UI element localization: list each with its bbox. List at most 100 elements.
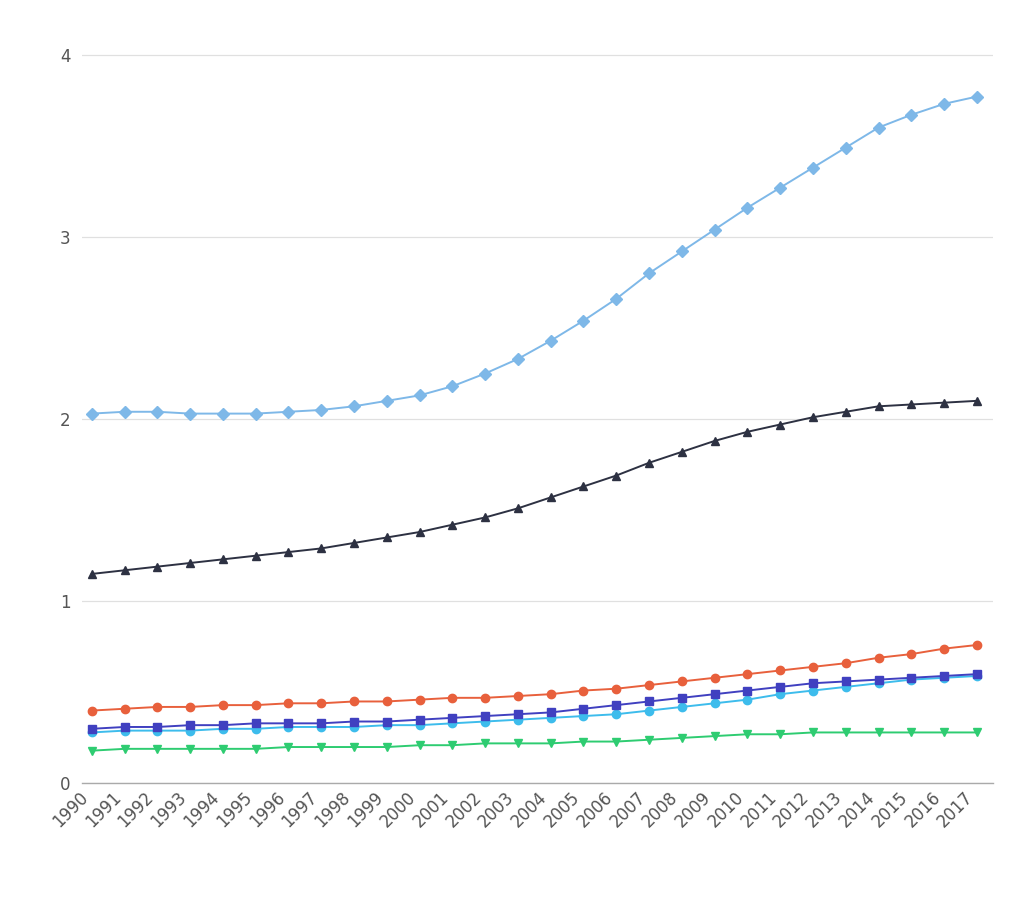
5-14 xyxy=(709,689,721,700)
70+ xyxy=(840,142,852,153)
15-29 xyxy=(774,689,786,700)
15-29 xyxy=(807,685,819,696)
30-49 xyxy=(676,676,688,687)
30-49 xyxy=(578,685,590,696)
50-69 xyxy=(479,512,492,523)
5-14 xyxy=(840,676,852,687)
30-49 xyxy=(184,701,197,712)
15-29 xyxy=(152,725,164,736)
15-29 xyxy=(479,716,492,727)
5-14 xyxy=(774,681,786,692)
5-14 xyxy=(938,670,950,681)
50-69 xyxy=(446,519,459,530)
5-14 xyxy=(971,669,983,680)
30-49 xyxy=(283,698,295,709)
30-49 xyxy=(446,692,459,703)
5-14 xyxy=(545,707,557,718)
50-69 xyxy=(184,558,197,568)
5-14 xyxy=(512,709,524,720)
15-29 xyxy=(971,670,983,681)
5-14 xyxy=(610,700,623,711)
0-4 xyxy=(807,727,819,738)
0-4 xyxy=(381,742,393,752)
70+ xyxy=(807,162,819,173)
0-4 xyxy=(774,729,786,740)
50-69 xyxy=(86,568,98,579)
15-29 xyxy=(381,720,393,731)
50-69 xyxy=(545,492,557,503)
70+ xyxy=(381,395,393,406)
0-4 xyxy=(840,727,852,738)
70+ xyxy=(971,91,983,102)
30-49 xyxy=(905,649,918,660)
15-29 xyxy=(184,725,197,736)
5-14 xyxy=(119,722,131,732)
5-14 xyxy=(381,716,393,727)
0-4 xyxy=(348,742,360,752)
5-14 xyxy=(217,720,229,731)
50-69 xyxy=(872,401,885,412)
70+ xyxy=(283,406,295,417)
50-69 xyxy=(119,565,131,576)
15-29 xyxy=(709,698,721,709)
70+ xyxy=(938,98,950,109)
50-69 xyxy=(840,406,852,417)
70+ xyxy=(119,406,131,417)
0-4 xyxy=(512,738,524,749)
Line: 5-14: 5-14 xyxy=(88,670,981,733)
5-14 xyxy=(741,685,754,696)
50-69 xyxy=(152,561,164,572)
30-49 xyxy=(348,696,360,707)
30-49 xyxy=(709,672,721,683)
Line: 30-49: 30-49 xyxy=(88,640,981,715)
5-14 xyxy=(643,696,655,707)
30-49 xyxy=(512,691,524,701)
30-49 xyxy=(86,705,98,716)
0-4 xyxy=(905,727,918,738)
15-29 xyxy=(119,725,131,736)
30-49 xyxy=(971,640,983,650)
50-69 xyxy=(676,446,688,457)
70+ xyxy=(610,293,623,304)
0-4 xyxy=(709,731,721,742)
5-14 xyxy=(578,703,590,714)
15-29 xyxy=(315,722,328,732)
50-69 xyxy=(709,435,721,446)
70+ xyxy=(741,202,754,213)
15-29 xyxy=(545,712,557,723)
0-4 xyxy=(119,743,131,754)
70+ xyxy=(217,408,229,419)
5-14 xyxy=(414,714,426,725)
50-69 xyxy=(643,457,655,468)
0-4 xyxy=(938,727,950,738)
50-69 xyxy=(250,550,262,561)
50-69 xyxy=(610,470,623,481)
5-14 xyxy=(446,712,459,723)
15-29 xyxy=(840,681,852,692)
50-69 xyxy=(512,503,524,514)
50-69 xyxy=(381,532,393,543)
0-4 xyxy=(217,743,229,754)
50-69 xyxy=(774,419,786,430)
Line: 0-4: 0-4 xyxy=(88,728,981,755)
5-14 xyxy=(872,674,885,685)
15-29 xyxy=(741,694,754,705)
Line: 15-29: 15-29 xyxy=(88,671,981,737)
0-4 xyxy=(283,742,295,752)
5-14 xyxy=(807,678,819,689)
0-4 xyxy=(676,732,688,743)
0-4 xyxy=(86,745,98,756)
30-49 xyxy=(381,696,393,707)
0-4 xyxy=(578,736,590,747)
0-4 xyxy=(184,743,197,754)
70+ xyxy=(414,390,426,401)
70+ xyxy=(676,246,688,257)
5-14 xyxy=(152,722,164,732)
0-4 xyxy=(610,736,623,747)
50-69 xyxy=(807,412,819,423)
70+ xyxy=(512,353,524,364)
30-49 xyxy=(152,701,164,712)
70+ xyxy=(479,368,492,379)
5-14 xyxy=(184,720,197,731)
50-69 xyxy=(315,543,328,554)
